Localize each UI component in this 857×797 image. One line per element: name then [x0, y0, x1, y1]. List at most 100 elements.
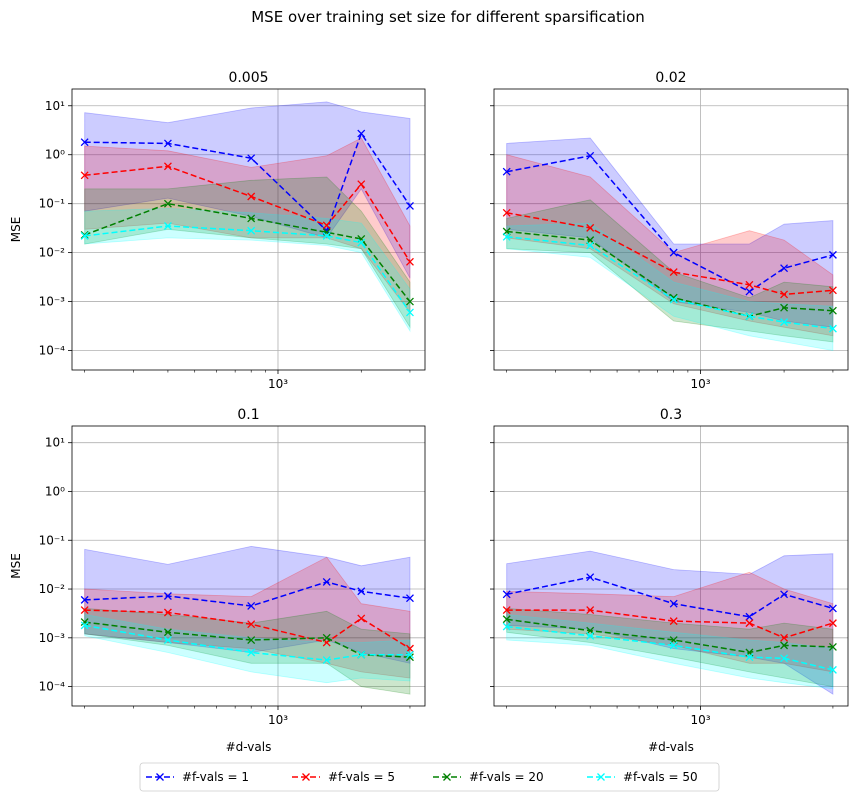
point-series-4 — [828, 324, 837, 333]
point-series-1 — [745, 287, 754, 296]
point-series-4 — [586, 241, 595, 250]
y-tick-label: 10⁻² — [39, 246, 66, 260]
legend-label: #f-vals = 20 — [469, 770, 544, 784]
point-series-2 — [780, 290, 789, 299]
point-series-3 — [322, 633, 331, 642]
line-series-1 — [84, 131, 411, 233]
point-series-1 — [780, 264, 789, 273]
line-series-1 — [84, 581, 411, 607]
point-series-2 — [247, 192, 256, 201]
point-series-2 — [669, 268, 678, 277]
y-tick-label: 10⁻¹ — [39, 197, 66, 211]
point-series-2 — [322, 221, 331, 230]
point-series-3 — [247, 636, 256, 645]
y-tick-label: 10⁰ — [45, 484, 65, 498]
point-series-4 — [322, 656, 331, 665]
point-series-3 — [80, 230, 89, 239]
y-tick-label: 10¹ — [45, 99, 65, 113]
band-series-2 — [506, 571, 834, 673]
point-series-1 — [828, 250, 837, 259]
x-tick-label: 10³ — [268, 377, 288, 391]
point-series-3 — [247, 214, 256, 223]
point-series-2 — [586, 223, 595, 232]
point-series-4 — [745, 653, 754, 662]
y-tick-label: 10⁻² — [39, 582, 66, 596]
legend-item-4: #f-vals = 50 — [587, 770, 698, 784]
point-series-4 — [780, 318, 789, 327]
line-series-3 — [84, 202, 411, 303]
point-series-4 — [406, 308, 414, 317]
x-tick-label: 10³ — [268, 713, 288, 727]
point-series-4 — [357, 650, 366, 659]
point-series-2 — [406, 257, 414, 266]
point-series-4 — [247, 648, 256, 657]
legend-label: #f-vals = 1 — [182, 770, 249, 784]
y-tick-label: 10⁰ — [45, 148, 65, 162]
plot-frame — [71, 425, 426, 707]
y-axis-label: MSE — [9, 553, 23, 579]
point-series-4 — [502, 622, 511, 631]
point-series-2 — [80, 171, 89, 180]
y-tick-label: 10⁻³ — [39, 631, 66, 645]
point-series-1 — [163, 139, 172, 148]
point-series-4 — [586, 631, 595, 640]
point-series-2 — [502, 208, 511, 217]
line-series-4 — [84, 225, 411, 313]
band-series-1 — [506, 550, 834, 695]
point-series-2 — [828, 286, 837, 295]
point-series-1 — [780, 590, 789, 599]
point-series-4 — [163, 222, 172, 230]
point-series-2 — [163, 162, 172, 171]
subplot-3: 10³ 10⁻⁴ 10⁻³ 10⁻² 10⁻¹ 10⁰ 10¹ 0.1 #d-vals MSE — [9, 407, 426, 754]
point-series-1 — [80, 595, 89, 604]
subplot-title: 0.005 — [228, 70, 268, 86]
point-series-1 — [247, 154, 256, 163]
point-series-4 — [163, 636, 172, 645]
point-series-1 — [247, 601, 256, 610]
point-series-4 — [357, 238, 366, 247]
point-series-3 — [780, 641, 789, 650]
legend-item-2: #f-vals = 5 — [292, 770, 395, 784]
x-tick-label: 10³ — [691, 713, 711, 727]
y-tick-label: 10⁻¹ — [39, 533, 66, 547]
point-series-2 — [163, 608, 172, 617]
line-series-3 — [506, 230, 833, 318]
legend-label: #f-vals = 50 — [623, 770, 698, 784]
point-series-1 — [669, 248, 678, 257]
point-series-1 — [502, 167, 511, 176]
point-series-2 — [780, 633, 789, 642]
y-axis-label: MSE — [9, 217, 23, 243]
point-series-2 — [745, 280, 754, 289]
point-series-4 — [502, 232, 511, 241]
point-series-4 — [669, 295, 678, 304]
point-series-3 — [828, 306, 837, 315]
point-series-4 — [745, 312, 754, 321]
legend-marker — [302, 773, 310, 781]
point-series-1 — [357, 129, 366, 138]
point-series-1 — [586, 151, 595, 160]
point-series-4 — [322, 231, 331, 240]
y-tick-label: 10⁻³ — [39, 295, 66, 309]
subplot-title: 0.02 — [655, 70, 686, 86]
legend: #f-vals = 1 #f-vals = 5 #f-vals = 20 #f-val… — [139, 762, 720, 792]
point-series-4 — [780, 654, 789, 663]
legend-frame — [139, 762, 720, 792]
subplot-title: 0.1 — [237, 407, 259, 423]
line-series-2 — [84, 165, 411, 263]
point-series-1 — [406, 201, 414, 210]
y-tick-label: 10⁻⁴ — [39, 344, 66, 358]
subplot-1: 10³ 10⁻⁴ 10⁻³ 10⁻² 10⁻¹ 10⁰ 10¹ 0.005 MSE — [9, 70, 426, 391]
point-series-1 — [406, 594, 414, 603]
band-series-3 — [84, 176, 411, 329]
point-series-2 — [502, 606, 511, 615]
legend-item-3: #f-vals = 20 — [433, 770, 544, 784]
plot-frame — [493, 425, 849, 707]
point-series-3 — [357, 235, 366, 243]
band-series-1 — [506, 137, 834, 328]
point-series-1 — [357, 587, 366, 596]
point-series-4 — [828, 665, 837, 674]
point-series-2 — [357, 614, 366, 623]
point-series-4 — [406, 650, 414, 659]
line-series-3 — [84, 621, 411, 658]
legend-marker — [156, 773, 164, 781]
